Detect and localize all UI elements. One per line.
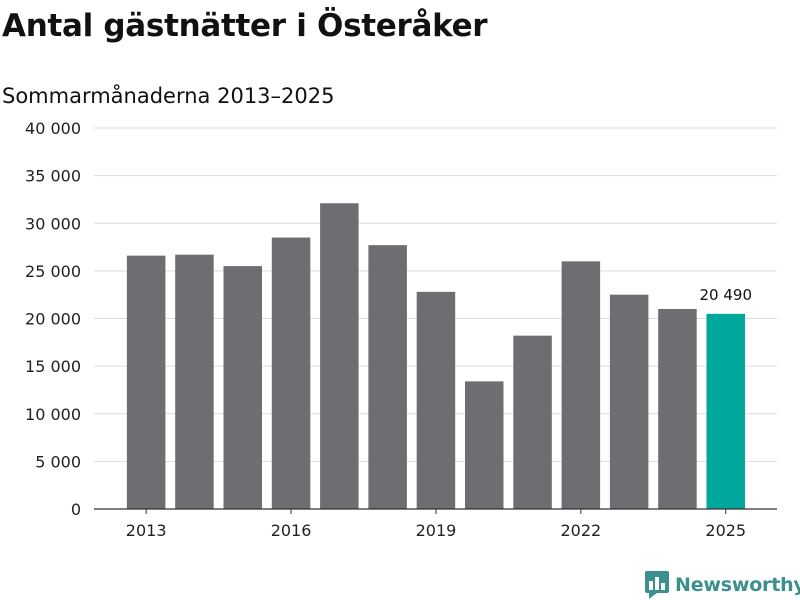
y-tick-label: 30 000 xyxy=(25,214,81,233)
y-tick-label: 25 000 xyxy=(25,262,81,281)
y-tick-label: 5 000 xyxy=(35,452,81,471)
bar xyxy=(465,381,504,509)
chart-title: Antal gästnätter i Österåker xyxy=(2,8,488,44)
x-tick-label: 2025 xyxy=(705,521,746,540)
x-tick-label: 2022 xyxy=(560,521,601,540)
bar xyxy=(513,335,552,509)
bar xyxy=(271,237,311,509)
brand-name: Newsworthy xyxy=(675,574,800,596)
bars xyxy=(126,203,745,509)
chart-subtitle: Sommarmånaderna 2013–2025 xyxy=(2,84,335,108)
x-axis-labels: 2013 2016 2019 2022 2025 xyxy=(126,509,746,540)
y-tick-label: 15 000 xyxy=(25,357,81,376)
x-tick-label: 2013 xyxy=(126,521,167,540)
bar xyxy=(126,255,166,509)
y-tick-label: 0 xyxy=(71,500,81,519)
bar xyxy=(223,266,262,509)
newsworthy-logo: Newsworthy xyxy=(645,570,800,600)
x-tick-label: 2019 xyxy=(416,521,457,540)
y-axis-labels: 0 5 000 10 000 15 000 20 000 25 000 30 000 35 0… xyxy=(25,119,81,519)
x-tick-label: 2016 xyxy=(271,521,312,540)
y-tick-label: 10 000 xyxy=(25,405,81,424)
bar xyxy=(175,254,214,509)
bar xyxy=(561,261,601,509)
bar-chart-logo-icon xyxy=(645,571,669,599)
bar xyxy=(416,291,456,509)
y-tick-label: 40 000 xyxy=(25,119,81,138)
y-tick-label: 20 000 xyxy=(25,310,81,329)
annotations: 20 490 xyxy=(700,286,753,304)
bar xyxy=(658,308,697,509)
bar xyxy=(368,245,407,509)
y-tick-label: 35 000 xyxy=(25,167,81,186)
data-label: 20 490 xyxy=(700,286,753,304)
bar xyxy=(609,294,649,509)
bar-highlight xyxy=(706,313,745,509)
bar xyxy=(320,203,359,509)
